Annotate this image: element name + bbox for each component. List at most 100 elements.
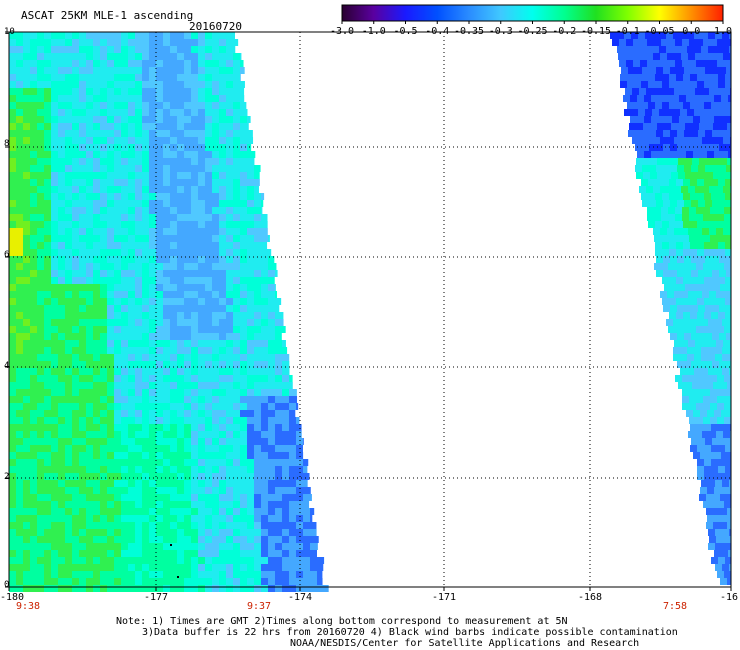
swath-cell — [673, 347, 680, 354]
swath-cell — [86, 487, 93, 494]
swath-cell — [107, 368, 114, 375]
swath-cell — [114, 459, 121, 466]
swath-cell — [716, 137, 723, 144]
swath-time: 9:37 — [246, 601, 272, 612]
swath-cell — [662, 102, 669, 109]
swath-cell — [703, 263, 710, 270]
swath-cell — [226, 340, 233, 347]
swath-cell — [44, 81, 51, 88]
swath-cell — [114, 522, 121, 529]
swath-cell — [16, 326, 23, 333]
swath-cell — [240, 529, 247, 536]
swath-cell — [149, 578, 156, 585]
swath-cell — [177, 340, 184, 347]
swath-cell — [177, 473, 184, 480]
swath-cell — [114, 529, 121, 536]
swath-cell — [717, 403, 724, 410]
swath-cell — [282, 564, 289, 571]
swath-cell — [212, 291, 219, 298]
swath-cell — [649, 200, 656, 207]
swath-cell — [44, 438, 51, 445]
swath-cell — [170, 389, 177, 396]
swath-cell — [65, 32, 72, 39]
swath-cell — [142, 508, 149, 515]
swath-cell — [9, 578, 16, 585]
swath-cell — [191, 74, 198, 81]
swath-cell — [156, 536, 163, 543]
swath-cell — [177, 431, 184, 438]
x-tick-label: -171 — [431, 592, 457, 603]
swath-cell — [219, 326, 226, 333]
swath-cell — [714, 95, 721, 102]
swath-cell — [79, 221, 86, 228]
swath-cell — [184, 424, 191, 431]
swath-cell — [636, 158, 643, 165]
swath-cell — [184, 172, 191, 179]
swath-cell — [163, 214, 170, 221]
swath-cell — [9, 32, 16, 39]
swath-cell — [233, 368, 240, 375]
swath-cell — [233, 123, 240, 130]
swath-cell — [79, 368, 86, 375]
swath-cell — [177, 424, 184, 431]
swath-cell — [677, 130, 684, 137]
swath-cell — [205, 508, 212, 515]
swath-cell — [226, 396, 233, 403]
swath-cell — [219, 60, 226, 67]
swath-cell — [100, 508, 107, 515]
swath-cell — [240, 543, 247, 550]
swath-cell — [163, 32, 170, 39]
swath-cell — [708, 109, 715, 116]
swath-cell — [700, 410, 707, 417]
swath-cell — [324, 585, 329, 592]
swath-cell — [142, 354, 149, 361]
swath-cell — [198, 179, 205, 186]
swath-cell — [170, 564, 177, 571]
swath-cell — [634, 102, 641, 109]
swath-cell — [261, 529, 268, 536]
swath-cell — [114, 424, 121, 431]
swath-cell — [184, 81, 191, 88]
swath-cell — [58, 305, 65, 312]
swath-cell — [226, 130, 233, 137]
swath-cell — [254, 494, 261, 501]
swath-cell — [72, 200, 79, 207]
swath-cell — [163, 452, 170, 459]
swath-cell — [226, 550, 233, 557]
swath-cell — [275, 319, 282, 326]
swath-cell — [289, 396, 296, 403]
swath-cell — [30, 501, 37, 508]
swath-cell — [198, 95, 205, 102]
swath-cell — [170, 333, 177, 340]
swath-cell — [23, 501, 30, 508]
swath-cell — [72, 459, 79, 466]
swath-cell — [100, 242, 107, 249]
swath-cell — [198, 319, 205, 326]
swath-cell — [226, 571, 233, 578]
swath-cell — [30, 529, 37, 536]
swath-cell — [135, 263, 142, 270]
swath-cell — [219, 347, 226, 354]
swath-cell — [184, 144, 191, 151]
swath-cell — [656, 270, 663, 277]
swath-cell — [289, 403, 296, 410]
swath-cell — [93, 515, 100, 522]
swath-cell — [44, 158, 51, 165]
swath-cell — [121, 277, 128, 284]
swath-cell — [710, 389, 717, 396]
swath-cell — [675, 214, 682, 221]
swath-cell — [86, 165, 93, 172]
swath-cell — [156, 389, 163, 396]
swath-cell — [170, 417, 177, 424]
swath-cell — [191, 235, 198, 242]
swath-cell — [697, 193, 704, 200]
swath-cell — [65, 256, 72, 263]
swath-cell — [198, 151, 205, 158]
swath-cell — [676, 81, 683, 88]
swath-cell — [198, 158, 205, 165]
swath-cell — [191, 585, 198, 592]
swath-cell — [156, 508, 163, 515]
swath-cell — [58, 102, 65, 109]
swath-cell — [268, 480, 275, 487]
swath-cell — [114, 207, 121, 214]
